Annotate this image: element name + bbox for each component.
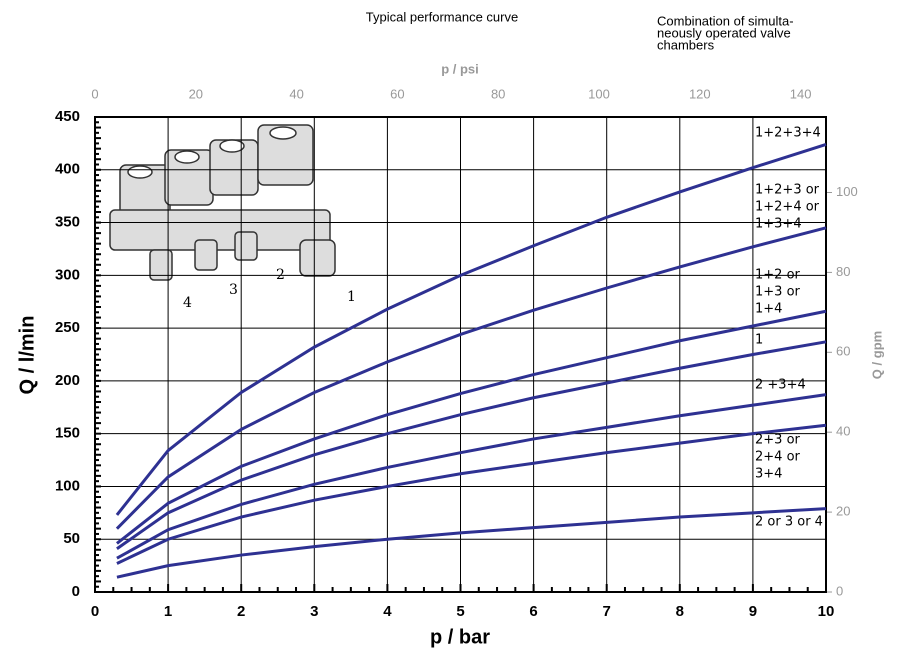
series-label: 2+3 or xyxy=(755,433,801,448)
image-label: 3 xyxy=(229,282,238,298)
x-tick-label: 8 xyxy=(676,603,684,620)
y-tick-label: 200 xyxy=(55,372,80,389)
chart: Typical performance curve p / bar p / ps… xyxy=(0,0,897,650)
series-line xyxy=(117,425,826,563)
y-tick-label: 350 xyxy=(55,214,80,231)
series-label: 1 xyxy=(755,333,763,348)
x-tick-label: 6 xyxy=(529,603,537,620)
series-line xyxy=(117,228,826,529)
valve-illustration xyxy=(110,125,335,280)
x2-tick-label: 20 xyxy=(189,86,203,101)
y2-tick-label: 80 xyxy=(836,264,850,279)
x2-tick-label: 40 xyxy=(289,86,303,101)
x2-axis-label: p / psi xyxy=(441,61,479,76)
y2-tick-label: 40 xyxy=(836,424,850,439)
y-tick-label: 450 xyxy=(55,108,80,125)
series-label: 1+2 or xyxy=(755,268,801,283)
image-label: 2 xyxy=(276,267,285,283)
chart-title: Typical performance curve xyxy=(366,9,518,24)
series-label: 1+2+4 or xyxy=(755,200,820,215)
x-tick-label: 7 xyxy=(603,603,611,620)
x-tick-label: 5 xyxy=(456,603,464,620)
series-line xyxy=(117,311,826,543)
x-tick-label: 3 xyxy=(310,603,318,620)
y2-tick-label: 0 xyxy=(836,583,843,598)
image-label: 1 xyxy=(347,289,356,305)
image-label: 4 xyxy=(183,295,192,311)
y-tick-label: 50 xyxy=(63,530,80,547)
x2-tick-label: 80 xyxy=(491,86,505,101)
y-tick-label: 400 xyxy=(55,161,80,178)
y-tick-label: 300 xyxy=(55,266,80,283)
y-tick-label: 150 xyxy=(55,425,80,442)
series-line xyxy=(117,509,826,578)
y-axis-label: Q / l/min xyxy=(16,316,38,395)
x-tick-label: 4 xyxy=(383,603,392,620)
y2-axis-label: Q / gpm xyxy=(869,331,884,379)
series-label: 1+4 xyxy=(755,302,782,317)
series-label: 2 or 3 or 4 xyxy=(755,515,823,530)
series-label: 1+2+3 or xyxy=(755,183,820,198)
x-tick-label: 1 xyxy=(164,603,172,620)
x2-tick-label: 120 xyxy=(689,86,711,101)
series-line xyxy=(117,342,826,549)
y-tick-label: 100 xyxy=(55,477,80,494)
x-tick-label: 9 xyxy=(749,603,757,620)
y2-tick-label: 60 xyxy=(836,344,850,359)
x-tick-label: 2 xyxy=(237,603,245,620)
series-label: 1+2+3+4 xyxy=(755,126,821,141)
series-label: 1+3 or xyxy=(755,285,801,300)
x2-tick-label: 60 xyxy=(390,86,404,101)
y-tick-label: 250 xyxy=(55,319,80,336)
y2-tick-label: 20 xyxy=(836,504,850,519)
series-label: 2 +3+4 xyxy=(755,378,806,393)
series-label: 1+3+4 xyxy=(755,217,802,232)
x2-tick-label: 0 xyxy=(91,86,98,101)
x-axis-label: p / bar xyxy=(430,626,490,648)
y2-tick-label: 100 xyxy=(836,184,858,199)
series-label: 2+4 or xyxy=(755,450,801,465)
x2-tick-label: 100 xyxy=(588,86,610,101)
x-tick-label: 10 xyxy=(818,603,835,620)
x-tick-label: 0 xyxy=(91,603,99,620)
y-tick-label: 0 xyxy=(72,583,80,600)
series-label: 3+4 xyxy=(755,467,782,482)
x2-tick-label: 140 xyxy=(790,86,812,101)
header-text: chambers xyxy=(657,37,715,52)
